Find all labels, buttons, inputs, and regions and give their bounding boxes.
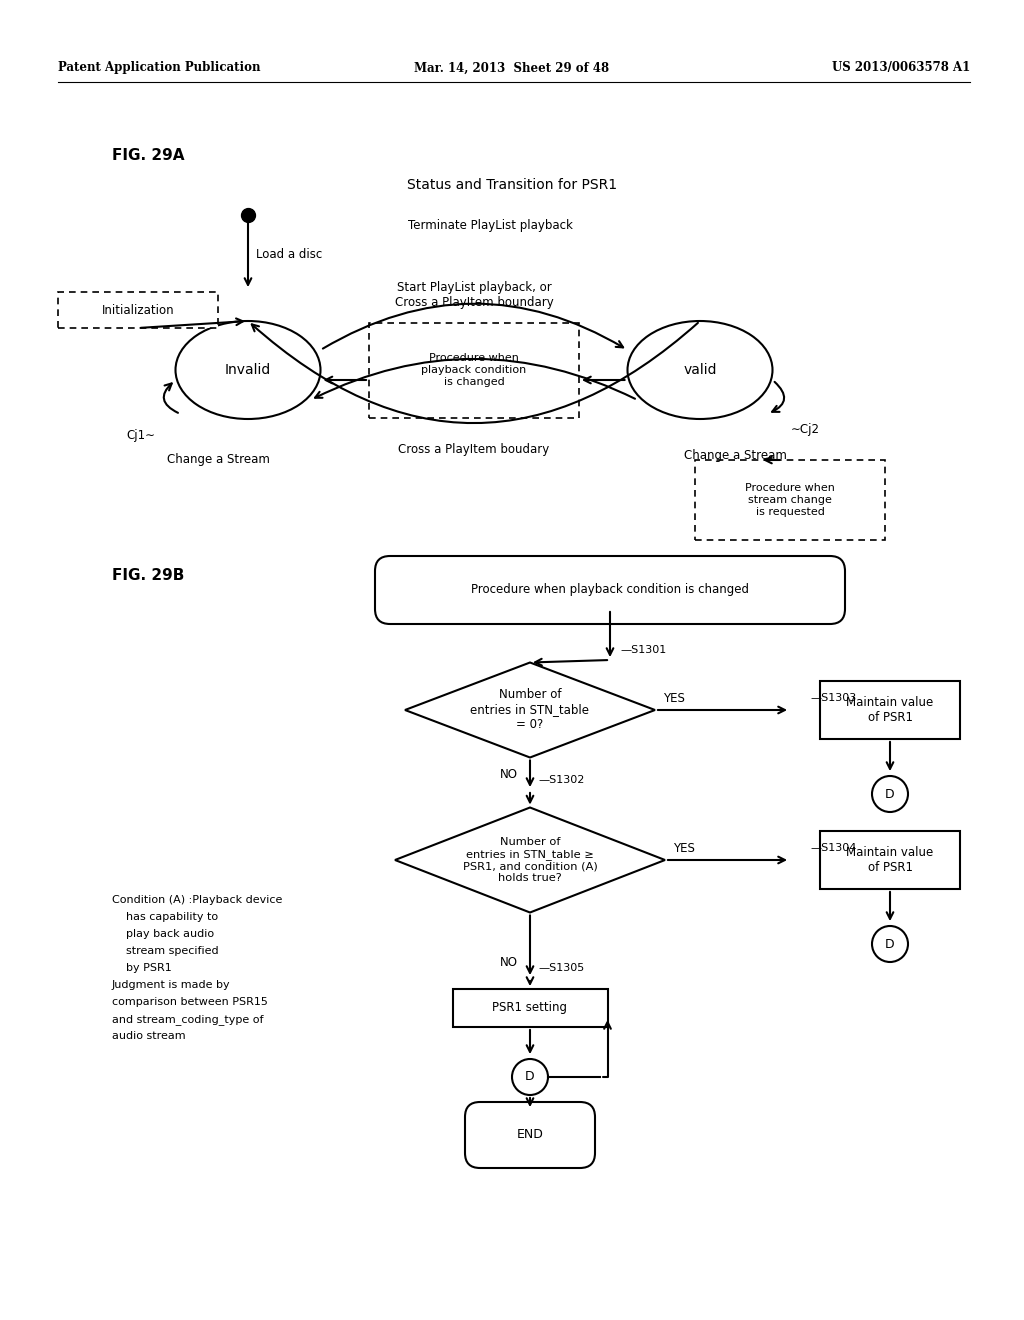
Text: —S1305: —S1305 <box>538 964 585 973</box>
Polygon shape <box>395 808 665 912</box>
Text: Patent Application Publication: Patent Application Publication <box>58 62 260 74</box>
FancyBboxPatch shape <box>465 1102 595 1168</box>
Text: PSR1 setting: PSR1 setting <box>493 1002 567 1015</box>
Text: FIG. 29B: FIG. 29B <box>112 568 184 582</box>
Text: —S1301: —S1301 <box>620 645 667 655</box>
Text: has capability to: has capability to <box>112 912 218 921</box>
Text: Invalid: Invalid <box>225 363 271 378</box>
Bar <box>695 459 885 540</box>
Text: US 2013/0063578 A1: US 2013/0063578 A1 <box>831 62 970 74</box>
FancyBboxPatch shape <box>375 556 845 624</box>
Bar <box>820 832 961 888</box>
Text: Judgment is made by: Judgment is made by <box>112 979 230 990</box>
Text: Maintain value
of PSR1: Maintain value of PSR1 <box>847 846 934 874</box>
Text: D: D <box>525 1071 535 1084</box>
Bar <box>820 681 961 739</box>
Text: audio stream: audio stream <box>112 1031 185 1041</box>
Text: NO: NO <box>500 768 518 781</box>
Text: ∼Cj2: ∼Cj2 <box>791 424 819 437</box>
Text: Cross a PlayItem boudary: Cross a PlayItem boudary <box>398 444 550 457</box>
Text: Change a Stream: Change a Stream <box>684 449 786 462</box>
Text: Procedure when playback condition is changed: Procedure when playback condition is cha… <box>471 583 749 597</box>
Text: comparison between PSR15: comparison between PSR15 <box>112 997 268 1007</box>
Ellipse shape <box>175 321 321 418</box>
Bar <box>453 989 607 1027</box>
Polygon shape <box>406 663 655 758</box>
Text: play back audio: play back audio <box>112 929 214 939</box>
Ellipse shape <box>628 321 772 418</box>
Text: by PSR1: by PSR1 <box>112 964 172 973</box>
Text: stream specified: stream specified <box>112 946 219 956</box>
Text: Condition (A) :Playback device: Condition (A) :Playback device <box>112 895 283 906</box>
Text: and stream_coding_type of: and stream_coding_type of <box>112 1014 263 1024</box>
Text: YES: YES <box>663 692 685 705</box>
Text: Procedure when
playback condition
is changed: Procedure when playback condition is cha… <box>421 354 526 387</box>
Text: FIG. 29A: FIG. 29A <box>112 148 184 162</box>
Text: valid: valid <box>683 363 717 378</box>
Text: Maintain value
of PSR1: Maintain value of PSR1 <box>847 696 934 723</box>
Text: END: END <box>516 1129 544 1142</box>
Text: NO: NO <box>500 957 518 969</box>
Text: Cj1∼: Cj1∼ <box>127 429 156 441</box>
Text: Status and Transition for PSR1: Status and Transition for PSR1 <box>407 178 617 191</box>
Text: Load a disc: Load a disc <box>256 248 323 261</box>
FancyArrowPatch shape <box>326 376 367 383</box>
Text: Terminate PlayList playback: Terminate PlayList playback <box>408 219 572 231</box>
FancyArrowPatch shape <box>315 359 635 399</box>
Text: Initialization: Initialization <box>101 304 174 317</box>
Ellipse shape <box>512 1059 548 1096</box>
FancyArrowPatch shape <box>164 383 178 413</box>
Ellipse shape <box>872 927 908 962</box>
Text: D: D <box>885 937 895 950</box>
FancyArrowPatch shape <box>772 381 784 412</box>
FancyArrowPatch shape <box>584 376 625 383</box>
Text: Mar. 14, 2013  Sheet 29 of 48: Mar. 14, 2013 Sheet 29 of 48 <box>415 62 609 74</box>
Bar <box>58 292 218 327</box>
Text: —S1304: —S1304 <box>810 843 856 853</box>
Text: Number of
entries in STN_table
= 0?: Number of entries in STN_table = 0? <box>470 689 590 731</box>
Text: —S1303: —S1303 <box>810 693 856 704</box>
Text: Procedure when
stream change
is requested: Procedure when stream change is requeste… <box>745 483 835 516</box>
Text: D: D <box>885 788 895 800</box>
Text: —S1302: —S1302 <box>538 775 585 785</box>
FancyArrowPatch shape <box>323 304 624 348</box>
Text: Number of
entries in STN_table ≥
PSR1, and condition (A)
holds true?: Number of entries in STN_table ≥ PSR1, a… <box>463 837 597 883</box>
FancyArrowPatch shape <box>252 323 698 424</box>
Text: Change a Stream: Change a Stream <box>167 454 269 466</box>
Text: Start PlayList playback, or
Cross a PlayItem boundary: Start PlayList playback, or Cross a Play… <box>394 281 553 309</box>
Bar <box>369 322 579 417</box>
Ellipse shape <box>872 776 908 812</box>
Text: YES: YES <box>673 842 695 854</box>
